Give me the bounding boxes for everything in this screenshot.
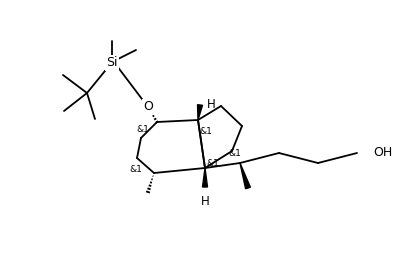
Text: H: H	[207, 98, 216, 110]
Text: &1: &1	[200, 127, 213, 136]
Text: &1: &1	[137, 125, 150, 133]
Text: OH: OH	[373, 147, 392, 159]
Text: &1: &1	[207, 158, 219, 167]
Text: H: H	[200, 195, 209, 208]
Polygon shape	[198, 105, 203, 120]
Text: O: O	[143, 101, 153, 114]
Text: &1: &1	[229, 149, 241, 157]
Text: &1: &1	[130, 165, 142, 173]
Text: Si: Si	[106, 57, 118, 69]
Polygon shape	[240, 163, 250, 189]
Polygon shape	[203, 168, 207, 187]
